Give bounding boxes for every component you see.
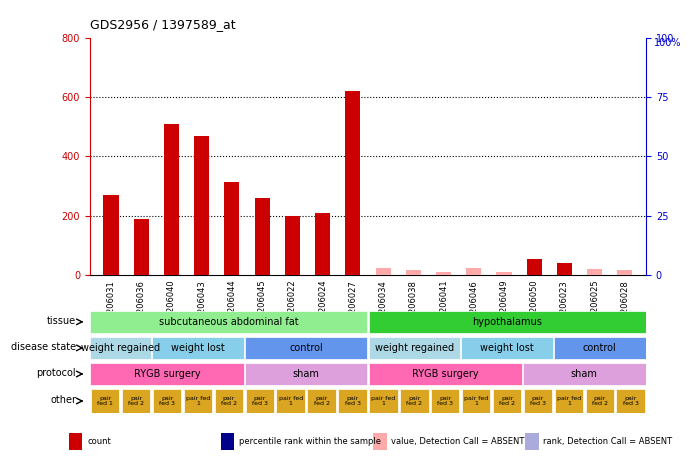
Bar — [164, 124, 179, 275]
Bar — [254, 199, 269, 275]
Bar — [493, 390, 521, 412]
Text: control: control — [583, 343, 616, 353]
Bar — [617, 271, 632, 275]
Text: pair fed
1: pair fed 1 — [186, 396, 210, 406]
Bar — [91, 363, 244, 385]
Text: pair
fed 3: pair fed 3 — [159, 396, 175, 406]
Bar — [523, 363, 645, 385]
Bar — [431, 390, 460, 412]
Bar — [339, 390, 367, 412]
Text: rank, Detection Call = ABSENT: rank, Detection Call = ABSENT — [543, 437, 672, 446]
Text: pair
fed 2: pair fed 2 — [221, 396, 237, 406]
Bar — [104, 195, 119, 275]
Bar — [368, 337, 460, 359]
Text: pair fed
1: pair fed 1 — [278, 396, 303, 406]
Bar — [496, 272, 511, 275]
Bar — [276, 390, 305, 412]
Bar — [400, 390, 428, 412]
Bar — [152, 337, 244, 359]
Bar — [91, 390, 120, 412]
Text: control: control — [290, 343, 323, 353]
Bar — [184, 390, 212, 412]
Bar — [369, 390, 397, 412]
Bar — [527, 259, 542, 275]
Text: weight regained: weight regained — [81, 343, 160, 353]
Bar — [555, 390, 583, 412]
Text: GDS2956 / 1397589_at: GDS2956 / 1397589_at — [90, 18, 236, 31]
Bar — [69, 433, 82, 450]
Text: other: other — [50, 395, 76, 405]
Text: sham: sham — [571, 369, 598, 379]
Bar — [461, 337, 553, 359]
Bar — [346, 91, 361, 275]
Text: pair
fed 1: pair fed 1 — [97, 396, 113, 406]
Text: protocol: protocol — [37, 368, 76, 378]
Bar — [375, 267, 390, 275]
Text: pair
fed 3: pair fed 3 — [530, 396, 546, 406]
Text: RYGB surgery: RYGB surgery — [412, 369, 479, 379]
Bar — [245, 390, 274, 412]
Text: pair fed
1: pair fed 1 — [464, 396, 489, 406]
Text: disease state: disease state — [11, 342, 76, 352]
Text: hypothalamus: hypothalamus — [472, 317, 542, 327]
Bar — [285, 216, 300, 275]
Text: weight regained: weight regained — [375, 343, 454, 353]
Bar — [315, 213, 330, 275]
Text: sham: sham — [293, 369, 320, 379]
Text: pair fed
1: pair fed 1 — [371, 396, 395, 406]
Bar — [585, 390, 614, 412]
Text: 100%: 100% — [654, 38, 682, 48]
Text: weight lost: weight lost — [480, 343, 534, 353]
Text: pair
fed 2: pair fed 2 — [314, 396, 330, 406]
Bar — [524, 390, 552, 412]
Text: pair fed
1: pair fed 1 — [557, 396, 581, 406]
Bar — [122, 390, 151, 412]
Bar — [91, 337, 151, 359]
Bar — [225, 182, 240, 275]
Text: pair
fed 2: pair fed 2 — [499, 396, 515, 406]
Bar — [368, 310, 645, 333]
Text: pair
fed 2: pair fed 2 — [129, 396, 144, 406]
Text: value, Detection Call = ABSENT: value, Detection Call = ABSENT — [391, 437, 524, 446]
Text: count: count — [87, 437, 111, 446]
Text: pair
fed 2: pair fed 2 — [591, 396, 607, 406]
Bar — [587, 269, 603, 275]
Text: pair
fed 3: pair fed 3 — [437, 396, 453, 406]
Bar — [245, 363, 368, 385]
Text: pair
fed 3: pair fed 3 — [623, 396, 638, 406]
Text: percentile rank within the sample: percentile rank within the sample — [239, 437, 381, 446]
Bar — [245, 337, 368, 359]
Bar — [194, 136, 209, 275]
Bar — [554, 337, 645, 359]
Text: pair
fed 3: pair fed 3 — [252, 396, 268, 406]
Bar — [91, 310, 368, 333]
Text: subcutaneous abdominal fat: subcutaneous abdominal fat — [159, 317, 299, 327]
Bar — [368, 363, 522, 385]
Text: weight lost: weight lost — [171, 343, 225, 353]
Bar — [373, 433, 386, 450]
Text: RYGB surgery: RYGB surgery — [134, 369, 200, 379]
Bar — [557, 263, 572, 275]
Bar — [436, 272, 451, 275]
Text: pair
fed 3: pair fed 3 — [345, 396, 361, 406]
Bar — [307, 390, 336, 412]
Text: tissue: tissue — [47, 316, 76, 326]
Bar — [215, 390, 243, 412]
Text: pair
fed 2: pair fed 2 — [406, 396, 422, 406]
Bar — [406, 271, 421, 275]
Bar — [133, 219, 149, 275]
Bar — [525, 433, 538, 450]
Bar — [221, 433, 234, 450]
Bar — [462, 390, 491, 412]
Bar — [153, 390, 181, 412]
Bar — [616, 390, 645, 412]
Bar — [466, 267, 482, 275]
